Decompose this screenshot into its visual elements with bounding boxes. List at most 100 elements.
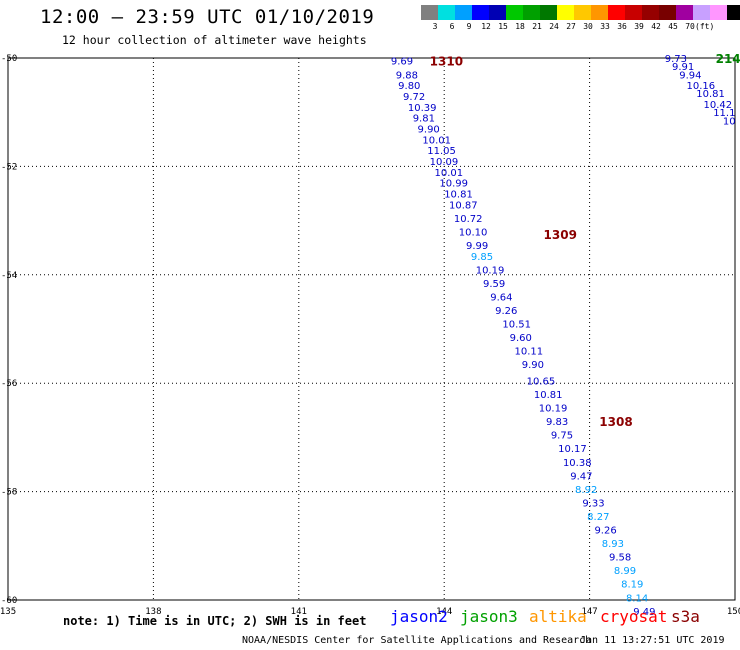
scale-swatch [438, 5, 455, 20]
wave-height-reading: 9.26 [495, 306, 517, 317]
wave-height-reading: 9.83 [546, 417, 568, 428]
wave-height-reading: 10.39 [408, 103, 437, 114]
scale-swatch [489, 5, 506, 20]
wave-height-reading: 8.92 [575, 485, 597, 496]
x-tick-label: 150 [727, 607, 740, 617]
scale-label: 9 [466, 22, 472, 31]
wave-height-reading: 10.81 [444, 190, 473, 201]
wave-height-reading: 9.94 [679, 70, 701, 81]
wave-height-reading: 8.14 [626, 593, 648, 604]
scale-label: 33 [600, 22, 610, 31]
map-frame [7, 57, 736, 601]
scale-swatch [659, 5, 676, 20]
wave-height-reading: 9.91 [672, 62, 694, 73]
scale-swatch [608, 5, 625, 20]
wave-height-reading: 9.26 [594, 526, 616, 537]
wave-height-reading: 10.99 [439, 179, 468, 190]
wave-height-reading: 10.42 [703, 100, 732, 111]
pass-number: 1309 [544, 228, 577, 242]
scale-swatch [710, 5, 727, 20]
scale-label: 24 [549, 22, 559, 31]
wave-height-reading: 10.01 [435, 168, 464, 179]
x-tick-label: 147 [581, 607, 597, 617]
wave-height-reading: 11.05 [427, 146, 456, 157]
wave-height-reading: 9.47 [570, 471, 592, 482]
scale-swatch [574, 5, 591, 20]
scale-swatch [523, 5, 540, 20]
wave-height-reading: 8.27 [587, 512, 609, 523]
wave-height-reading: 10.19 [476, 265, 505, 276]
scale-label: 6 [449, 22, 455, 31]
wave-height-reading: 10.09 [430, 157, 459, 168]
scale-label: 21 [532, 22, 542, 31]
y-tick-label: -54 [1, 271, 17, 281]
y-tick-label: -52 [1, 162, 17, 172]
scale-swatch [506, 5, 523, 20]
wave-height-reading: 8.19 [621, 580, 643, 591]
x-tick-label: 144 [436, 607, 452, 617]
wave-height-reading: 9.99 [466, 241, 488, 252]
credit-line: NOAA/NESDIS Center for Satellite Applica… [242, 635, 592, 646]
wave-height-reading: 10.65 [527, 376, 556, 387]
scale-swatch [591, 5, 608, 20]
scale-swatch [557, 5, 574, 20]
wave-height-reading: 9.75 [551, 431, 573, 442]
wave-height-reading: 10.17 [558, 444, 587, 455]
scale-label: 15 [498, 22, 508, 31]
wave-height-reading: 10.87 [449, 200, 478, 211]
scale-label: 42 [651, 22, 661, 31]
x-tick-label: 135 [0, 607, 16, 617]
wave-height-reading: 8.93 [602, 539, 624, 550]
footer-note: note: 1) Time is in UTC; 2) SWH is in fe… [63, 614, 367, 628]
wave-height-reading: 9.59 [483, 279, 505, 290]
wave-height-reading: 10.38 [563, 458, 592, 469]
scale-label: 27 [566, 22, 576, 31]
scale-swatch [727, 5, 740, 20]
wave-height-reading: 9.49 [633, 607, 655, 618]
wave-height-reading: 9.72 [403, 92, 425, 103]
scale-swatch [540, 5, 557, 20]
wave-height-reading: 11.1 [713, 108, 735, 119]
legend-cryosat: cryosat [600, 607, 668, 626]
y-tick-label: -56 [1, 379, 17, 389]
wave-height-reading: 9.58 [609, 553, 631, 564]
x-tick-label: 141 [291, 607, 307, 617]
wave-height-reading: 9.90 [418, 124, 440, 135]
wave-height-reading: 10.01 [422, 135, 451, 146]
pass-number: 1308 [599, 415, 632, 429]
wave-height-reading: 9.64 [490, 292, 512, 303]
wave-height-reading: 9.69 [391, 57, 413, 68]
wave-height-reading: 9.81 [413, 114, 435, 125]
scale-swatch [642, 5, 659, 20]
scale-label: 18 [515, 22, 525, 31]
wave-height-reading: 10.72 [454, 214, 483, 225]
wave-height-reading: 9.88 [396, 70, 418, 81]
map-title: 12:00 – 23:59 UTC 01/10/2019 [40, 6, 375, 28]
pass-number: 1310 [430, 55, 463, 69]
scale-swatch [421, 5, 438, 20]
scale-swatch [693, 5, 710, 20]
wave-height-reading: 10 [723, 116, 736, 127]
x-tick-label: 138 [145, 607, 161, 617]
scale-swatch [455, 5, 472, 20]
legend-altika: altika [529, 607, 587, 626]
scale-swatch [472, 5, 489, 20]
generated-timestamp: Jan 11 13:27:51 UTC 2019 [580, 635, 725, 646]
wave-height-reading: 9.60 [510, 333, 532, 344]
wave-height-reading: 10.81 [534, 390, 563, 401]
wave-height-reading: 10.10 [459, 227, 488, 238]
legend-jason2: jason2 [390, 607, 448, 626]
y-tick-label: -50 [1, 54, 17, 64]
legend-s3a: s3a [671, 607, 700, 626]
wave-height-reading: 9.85 [471, 252, 493, 263]
wave-height-reading: 10.16 [687, 81, 716, 92]
wave-height-reading: 10.81 [696, 89, 725, 100]
scale-label: 3 [432, 22, 438, 31]
scale-label: 36 [617, 22, 627, 31]
scale-label: 12 [481, 22, 491, 31]
scale-label: 30 [583, 22, 593, 31]
legend-jason3: jason3 [460, 607, 518, 626]
scale-label: 45 [668, 22, 678, 31]
scale-label: 39 [634, 22, 644, 31]
